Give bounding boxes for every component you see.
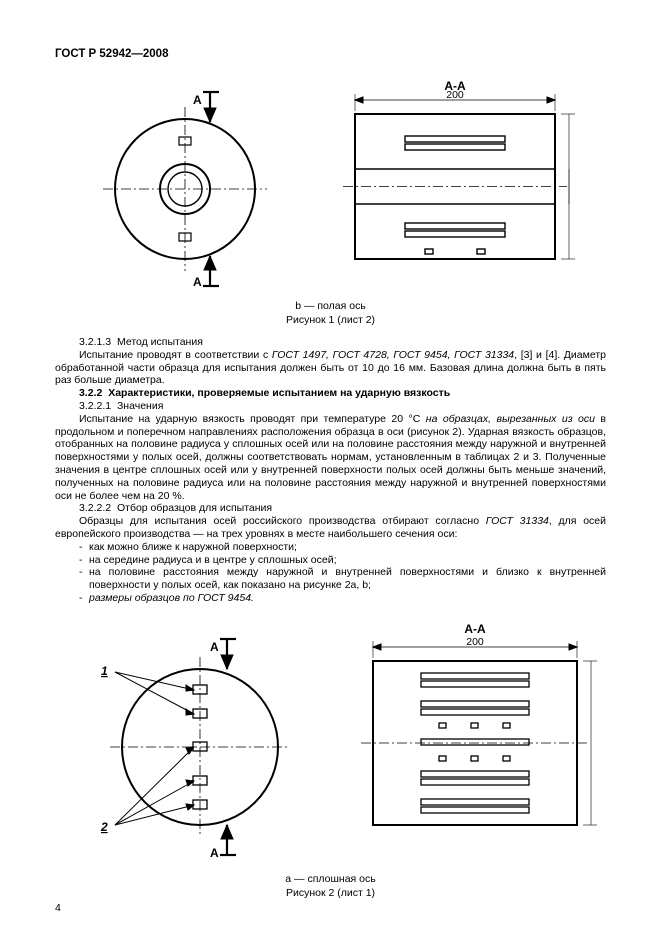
sec-322-num: 3.2.2 bbox=[79, 387, 102, 399]
sec-322-title: Характеристики, проверяемые испытанием н… bbox=[108, 387, 450, 399]
list-item: на половине расстояния между наружной и … bbox=[79, 566, 606, 592]
sec-3222-title: Отбор образцов для испытания bbox=[117, 502, 272, 514]
fig2-caption-letter: a — сплошная ось bbox=[55, 873, 606, 885]
p-3221: Испытание на ударную вязкость проводят п… bbox=[55, 413, 606, 503]
page: ГОСТ Р 52942—2008 А bbox=[0, 0, 661, 936]
fig2-marker-top: А bbox=[210, 640, 219, 654]
p-3213: Испытание проводят в соответствии с ГОСТ… bbox=[55, 349, 606, 387]
body-text: 3.2.1.3 Метод испытания Испытание провод… bbox=[55, 336, 606, 605]
fig2-leader-1: 1 bbox=[101, 664, 108, 678]
fig2-section-label: А-А bbox=[464, 622, 486, 636]
list-item: размеры образцов по ГОСТ 9454. bbox=[79, 592, 606, 605]
sec-3222-num: 3.2.2.2 bbox=[79, 502, 111, 514]
fig2-caption: Рисунок 2 (лист 1) bbox=[55, 887, 606, 899]
bullet-list: как можно ближе к наружной поверхности; … bbox=[55, 541, 606, 605]
p-3222: Образцы для испытания осей российского п… bbox=[55, 515, 606, 541]
document-code: ГОСТ Р 52942—2008 bbox=[55, 48, 606, 60]
figure-2-svg: 1 2 А А bbox=[55, 617, 606, 862]
fig2-marker-bottom: А bbox=[210, 846, 219, 860]
figure-1-svg: А А А-А bbox=[55, 74, 606, 289]
sec-3213-num: 3.2.1.3 bbox=[79, 336, 111, 348]
fig2-width-dim: 200 bbox=[466, 636, 484, 648]
figure-1: А А А-А bbox=[55, 74, 606, 294]
fig1-width-dim: 200 bbox=[446, 89, 464, 101]
page-number: 4 bbox=[55, 902, 61, 914]
sec-3221-num: 3.2.2.1 bbox=[79, 400, 111, 412]
section-marker-a-bottom: А bbox=[193, 275, 202, 289]
fig1-caption-letter: b — полая ось bbox=[55, 300, 606, 312]
fig1-caption: Рисунок 1 (лист 2) bbox=[55, 314, 606, 326]
list-item: на середине радиуса и в центре у сплошны… bbox=[79, 554, 606, 567]
section-marker-a-top: А bbox=[193, 93, 202, 107]
sec-3221-title: Значения bbox=[117, 400, 163, 412]
fig2-leader-2: 2 bbox=[100, 820, 108, 834]
list-item: как можно ближе к наружной поверхности; bbox=[79, 541, 606, 554]
sec-3213-title: Метод испытания bbox=[117, 336, 203, 348]
figure-2: 1 2 А А bbox=[55, 617, 606, 867]
